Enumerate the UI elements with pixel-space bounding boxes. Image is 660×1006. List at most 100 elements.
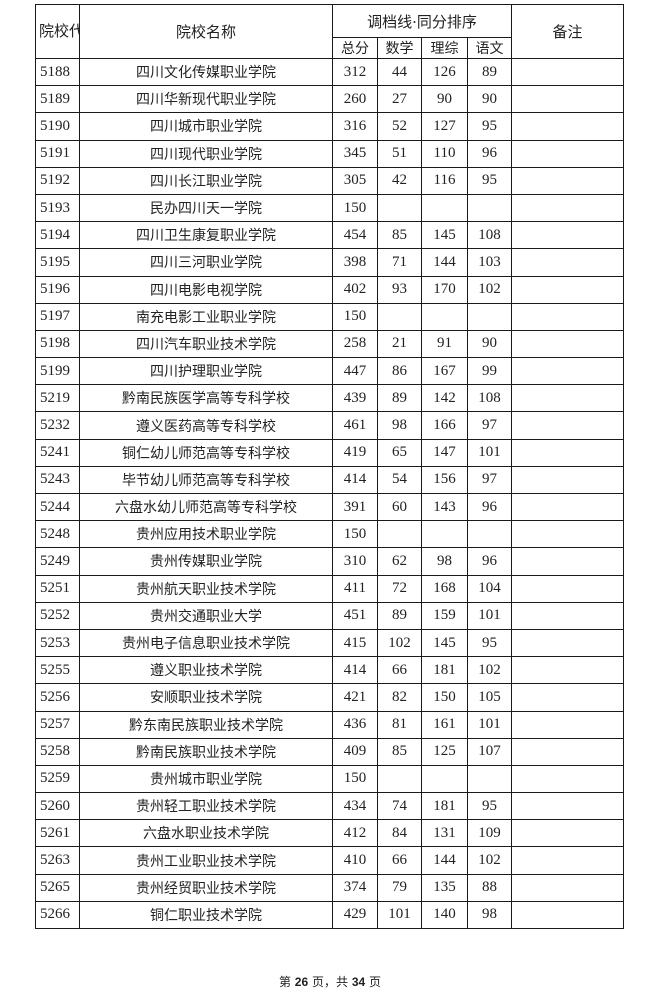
row-chinese	[466, 520, 513, 549]
row-note	[511, 411, 625, 440]
row-code: 5189	[35, 85, 80, 114]
row-total: 414	[332, 656, 378, 685]
row-total: 150	[332, 193, 378, 223]
table-row: 5194 四川卫生康复职业学院 454 85 145 108	[35, 221, 625, 250]
row-math: 74	[377, 792, 422, 821]
row-science	[421, 193, 468, 223]
row-note	[511, 275, 625, 304]
table-row: 5255 遵义职业技术学院 414 66 181 102	[35, 656, 625, 685]
row-math: 89	[377, 384, 422, 413]
row-name: 贵州传媒职业学院	[79, 547, 333, 576]
row-science: 110	[421, 139, 468, 168]
row-chinese: 89	[466, 57, 513, 87]
row-name: 黔东南民族职业技术学院	[79, 710, 333, 739]
row-total: 447	[332, 357, 378, 386]
current-page: 26	[294, 975, 309, 989]
row-name: 黔南民族职业技术学院	[79, 737, 333, 766]
table-row: 5253 贵州电子信息职业技术学院 415 102 145 95	[35, 628, 625, 658]
row-science: 90	[421, 85, 468, 114]
row-total: 150	[332, 520, 378, 549]
row-chinese: 102	[466, 656, 513, 685]
row-note	[511, 193, 625, 223]
row-note	[511, 737, 625, 766]
row-math: 66	[377, 846, 422, 875]
row-chinese: 95	[466, 792, 513, 821]
table-row: 5258 黔南民族职业技术学院 409 85 125 107	[35, 737, 625, 766]
row-note	[511, 384, 625, 413]
table-row: 5263 贵州工业职业技术学院 410 66 144 102	[35, 846, 625, 875]
row-code: 5199	[35, 357, 80, 386]
table-row: 5266 铜仁职业技术学院 429 101 140 98	[35, 900, 625, 930]
row-code: 5195	[35, 248, 80, 277]
row-chinese: 102	[466, 275, 513, 304]
row-math: 86	[377, 357, 422, 386]
row-math: 54	[377, 465, 422, 495]
row-total: 305	[332, 166, 378, 195]
row-total: 415	[332, 628, 378, 658]
row-math: 52	[377, 112, 422, 141]
row-name: 民办四川天一学院	[79, 193, 333, 223]
header-name: 院校名称	[79, 4, 333, 59]
row-chinese: 101	[466, 710, 513, 739]
row-science: 144	[421, 248, 468, 277]
row-math: 84	[377, 819, 422, 848]
row-chinese	[466, 193, 513, 223]
row-code: 5249	[35, 547, 80, 576]
row-chinese: 97	[466, 411, 513, 440]
table-row: 5251 贵州航天职业技术学院 411 72 168 104	[35, 574, 625, 603]
row-name: 四川长江职业学院	[79, 166, 333, 195]
row-total: 258	[332, 329, 378, 359]
row-math	[377, 764, 422, 794]
row-math: 101	[377, 900, 422, 930]
row-math: 89	[377, 601, 422, 630]
row-science: 150	[421, 683, 468, 712]
row-chinese: 96	[466, 547, 513, 576]
row-chinese: 104	[466, 574, 513, 603]
row-name: 六盘水幼儿师范高等专科学校	[79, 492, 333, 522]
row-name: 遵义医药高等专科学校	[79, 411, 333, 440]
row-science: 181	[421, 656, 468, 685]
row-science: 131	[421, 819, 468, 848]
row-chinese: 108	[466, 221, 513, 250]
row-science: 143	[421, 492, 468, 522]
row-math: 81	[377, 710, 422, 739]
row-science: 144	[421, 846, 468, 875]
row-note	[511, 683, 625, 712]
row-note	[511, 547, 625, 576]
row-chinese	[466, 764, 513, 794]
row-note	[511, 329, 625, 359]
row-science: 98	[421, 547, 468, 576]
table-row: 5198 四川汽车职业技术学院 258 21 91 90	[35, 329, 625, 359]
row-code: 5194	[35, 221, 80, 250]
row-name: 四川华新现代职业学院	[79, 85, 333, 114]
row-science: 142	[421, 384, 468, 413]
row-note	[511, 166, 625, 195]
table-row: 5261 六盘水职业技术学院 412 84 131 109	[35, 819, 625, 848]
row-science: 167	[421, 357, 468, 386]
row-total: 391	[332, 492, 378, 522]
row-science: 125	[421, 737, 468, 766]
row-science: 181	[421, 792, 468, 821]
row-name: 贵州航天职业技术学院	[79, 574, 333, 603]
header-total: 总分	[332, 37, 378, 59]
row-name: 南充电影工业职业学院	[79, 302, 333, 331]
table-row: 5244 六盘水幼儿师范高等专科学校 391 60 143 96	[35, 492, 625, 522]
row-math: 98	[377, 411, 422, 440]
row-name: 四川卫生康复职业学院	[79, 221, 333, 250]
row-name: 毕节幼儿师范高等专科学校	[79, 465, 333, 495]
table-row: 5219 黔南民族医学高等专科学校 439 89 142 108	[35, 384, 625, 413]
row-code: 5243	[35, 465, 80, 495]
row-chinese: 95	[466, 112, 513, 141]
row-name: 铜仁幼儿师范高等专科学校	[79, 438, 333, 467]
table-row: 5259 贵州城市职业学院 150	[35, 764, 625, 794]
row-name: 贵州应用技术职业学院	[79, 520, 333, 549]
row-total: 414	[332, 465, 378, 495]
row-total: 374	[332, 873, 378, 902]
row-science: 127	[421, 112, 468, 141]
row-chinese: 96	[466, 492, 513, 522]
row-name: 铜仁职业技术学院	[79, 900, 333, 930]
row-chinese: 95	[466, 628, 513, 658]
row-total: 316	[332, 112, 378, 141]
row-name: 贵州交通职业大学	[79, 601, 333, 630]
row-note	[511, 900, 625, 930]
